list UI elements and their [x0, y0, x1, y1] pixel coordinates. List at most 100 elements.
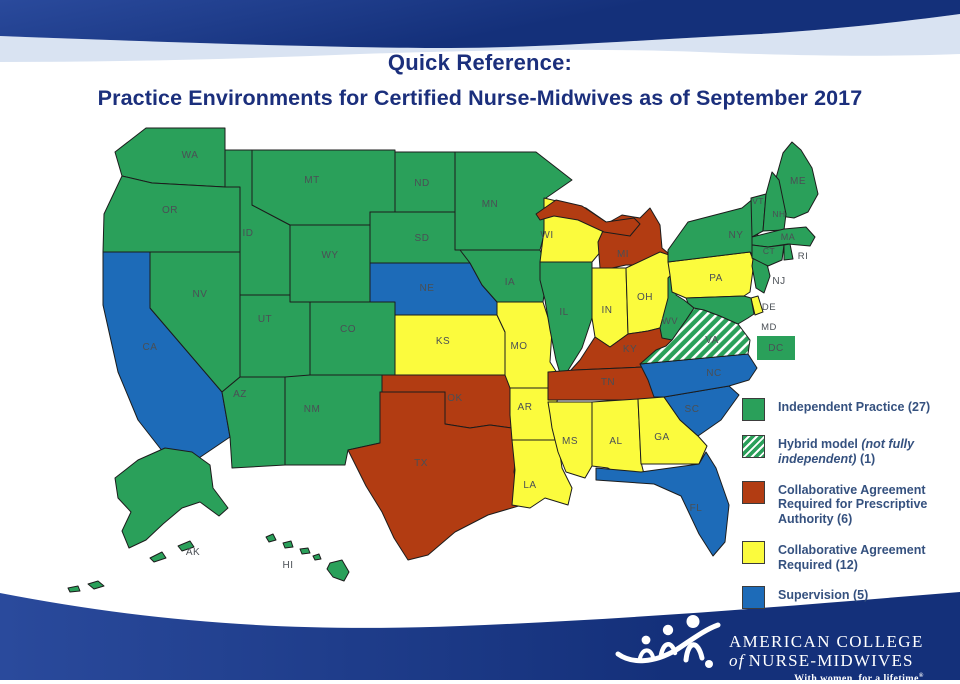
state-label-NC: NC	[706, 368, 721, 379]
legend-swatch-supervision	[742, 586, 765, 610]
top-light-wave-decoration	[0, 14, 960, 62]
title-block: Quick Reference: Practice Environments f…	[0, 46, 960, 114]
state-label-DC: DC	[768, 343, 783, 354]
state-label-MS: MS	[562, 436, 578, 447]
state-AK	[67, 585, 81, 593]
state-CT	[751, 244, 785, 267]
state-label-FL: FL	[690, 503, 703, 514]
state-label-VT: VT	[752, 196, 764, 206]
state-label-OK: OK	[447, 393, 462, 404]
legend-swatch-collab-rx	[742, 480, 765, 504]
state-AK	[114, 447, 229, 549]
state-label-UT: UT	[258, 314, 272, 325]
state-DC	[757, 336, 795, 360]
state-label-GA: GA	[654, 432, 669, 443]
state-label-IN: IN	[602, 305, 613, 316]
state-label-DE: DE	[762, 302, 776, 313]
states-layer	[67, 127, 819, 593]
state-WY	[289, 224, 371, 303]
bottom-navy-wave-decoration	[0, 592, 960, 680]
legend-item-hybrid: Hybrid model (not fully independent) (1)	[742, 435, 957, 467]
state-label-IL: IL	[559, 307, 568, 318]
state-MD	[685, 295, 755, 325]
legend-label-supervision: Supervision (5)	[778, 588, 869, 603]
state-HI	[282, 540, 294, 549]
state-label-AR: AR	[518, 402, 533, 413]
state-label-MD: MD	[761, 322, 777, 333]
state-label-NM: NM	[304, 404, 321, 415]
legend-label-collab: Collaborative Agreement Required (12)	[778, 542, 926, 572]
state-labels-layer: WA OR CA NV ID MT WY UT CO AZ NM ND SD NE KS OK TX MN IA MO…	[143, 150, 809, 571]
state-label-AZ: AZ	[233, 389, 247, 400]
legend-label-independent: Independent Practice (27)	[778, 400, 931, 414]
legend: Independent Practice (27) Hybrid model (n…	[742, 398, 957, 623]
state-label-NE: NE	[420, 283, 435, 294]
state-label-TX: TX	[414, 458, 428, 469]
state-label-SC: SC	[685, 404, 700, 415]
state-label-KY: KY	[623, 344, 637, 355]
state-label-OH: OH	[637, 292, 653, 303]
logo-tagline: With women, for a lifetime®	[794, 673, 924, 684]
top-navy-wave-decoration	[0, 0, 960, 48]
state-label-NY: NY	[729, 230, 744, 241]
logo-of-word: of	[729, 651, 745, 670]
state-label-RI: RI	[798, 251, 809, 262]
legend-swatch-collab	[742, 540, 765, 564]
legend-swatch-independent	[742, 398, 765, 421]
state-label-WA: WA	[182, 150, 199, 161]
state-ME	[771, 141, 819, 219]
legend-item-collab: Collaborative Agreement Required (12)	[742, 540, 957, 573]
state-HI	[326, 559, 350, 582]
state-label-ND: ND	[414, 178, 429, 189]
state-label-WY: WY	[321, 250, 338, 261]
state-label-MT: MT	[304, 175, 319, 186]
acnm-logo-figures-icon	[615, 615, 721, 668]
state-label-MO: MO	[510, 341, 527, 352]
state-CO	[309, 301, 396, 376]
legend-item-supervision: Supervision (5)	[742, 586, 957, 610]
state-label-KS: KS	[436, 336, 450, 347]
state-DE	[750, 295, 764, 316]
state-RI	[783, 243, 794, 261]
state-label-NH: NH	[772, 209, 785, 219]
legend-swatch-hybrid	[742, 435, 765, 458]
state-label-WV: WV	[662, 316, 678, 327]
state-FL	[595, 451, 730, 557]
state-label-WI: WI	[540, 230, 553, 241]
legend-label-collab-rx: Collaborative Agreement Required for Pre…	[778, 482, 928, 527]
state-label-PA: PA	[709, 273, 723, 284]
state-AK	[87, 580, 105, 590]
state-TX	[347, 391, 523, 561]
page-title: Quick Reference:	[387, 50, 573, 75]
state-label-HI: HI	[283, 560, 294, 571]
legend-label-hybrid: Hybrid model (not fully independent) (1)	[778, 437, 915, 466]
state-label-ID: ID	[243, 228, 254, 239]
state-NC	[639, 353, 758, 398]
state-UT	[239, 294, 311, 378]
state-label-SD: SD	[415, 233, 430, 244]
logo-org-name-rest: NURSE-MIDWIVES	[748, 651, 914, 670]
state-label-CT: CT	[763, 246, 775, 256]
state-AZ	[221, 376, 286, 469]
state-label-ME: ME	[790, 176, 806, 187]
state-HI	[265, 533, 277, 543]
state-label-MA: MA	[781, 232, 796, 242]
state-label-CA: CA	[143, 342, 158, 353]
state-WV	[659, 269, 695, 341]
state-AK	[149, 551, 167, 563]
state-label-IA: IA	[505, 277, 515, 288]
legend-item-independent: Independent Practice (27)	[742, 398, 957, 421]
state-label-VA: VA	[705, 335, 719, 346]
state-label-MI: MI	[617, 249, 629, 260]
state-label-MN: MN	[482, 199, 499, 210]
legend-item-collab-rx: Collaborative Agreement Required for Pre…	[742, 480, 957, 527]
state-label-LA: LA	[523, 480, 536, 491]
registered-mark: ®	[918, 673, 924, 679]
state-AK	[177, 540, 195, 552]
state-label-NJ: NJ	[772, 276, 785, 287]
state-HI	[299, 547, 311, 555]
state-label-AK: AK	[186, 547, 200, 558]
state-HI	[312, 553, 322, 561]
